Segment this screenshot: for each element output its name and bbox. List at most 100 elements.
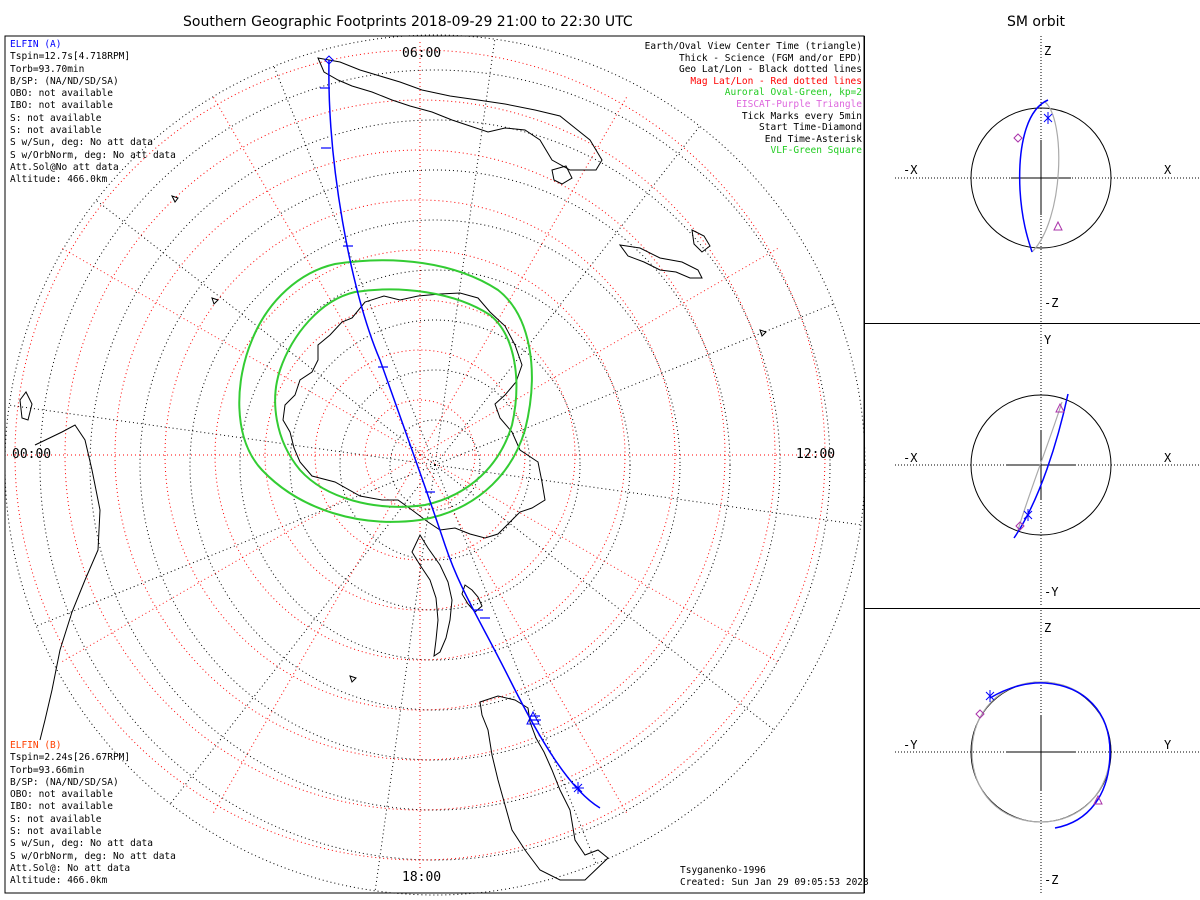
earth-circle [970, 394, 1112, 536]
map-label-bottom: 18:00 [402, 870, 442, 885]
start-diamond-marker [1015, 521, 1025, 531]
elfin-b-name: ELFIN (B) [10, 740, 62, 751]
grid-circle [64, 99, 776, 811]
antarctica-coast [282, 292, 546, 539]
start-diamond-marker [1013, 133, 1023, 143]
grid-spoke [419, 247, 780, 456]
coastlines [19, 57, 767, 881]
view-center-triangle [1093, 794, 1103, 805]
elfin-a-line: S w/OrbNorm, deg: No att data [10, 149, 176, 161]
panel-xy-left-label: -X [903, 451, 918, 465]
elfin-a-line: IBO: not available [10, 100, 113, 112]
orbit-shadow [1017, 401, 1063, 531]
legend-item: Tick Marks every 5min [741, 110, 862, 122]
grid-spoke [169, 464, 436, 805]
grid-circle [189, 219, 681, 711]
grid-spoke [434, 39, 496, 466]
grid-spoke [212, 95, 421, 456]
grid-circle [289, 319, 581, 611]
tierra-del-fuego-coast [461, 584, 483, 613]
grid-spoke [434, 125, 701, 466]
panel-xz-right-label: X [1164, 163, 1172, 177]
track-tick-marks [320, 87, 541, 721]
start-diamond-marker [975, 709, 985, 719]
small-island [211, 297, 219, 305]
grid-circle [4, 34, 866, 896]
map-label-left: 00:00 [12, 447, 52, 462]
panel-xz-top-label: Z [1044, 44, 1052, 58]
elfin-a-name: ELFIN (A) [10, 39, 62, 50]
grid-spoke [434, 464, 775, 731]
end-asterisk-marker [985, 690, 995, 702]
grid-spoke [95, 199, 436, 466]
elfin-b-line: Altitude: 466.0km [10, 875, 108, 887]
sm-orbit-panels [895, 36, 1200, 893]
new-zealand-north-coast [691, 229, 711, 253]
footer-created: Created: Sun Jan 29 09:05:53 2023 [680, 877, 869, 888]
grid-spoke [9, 404, 436, 466]
small-island [759, 329, 767, 337]
panel-xy-top-label: Y [1044, 333, 1052, 347]
elfin-b-line: OBO: not available [10, 789, 113, 801]
grid-spoke [60, 454, 421, 663]
end-asterisk-marker [572, 782, 584, 794]
grid-spoke [434, 464, 597, 864]
elfin-b-line: Tspin=2.24s[26.67RPM] [10, 752, 131, 764]
elfin-a-line: Altitude: 466.0km [10, 174, 108, 186]
legend-item: EISCAT-Purple Triangle [736, 98, 862, 110]
panel-yz-top-label: Z [1044, 621, 1052, 635]
panel-yz [895, 610, 1200, 893]
end-asterisk-marker [1043, 112, 1053, 124]
elfin-b-line: S w/Sun, deg: No att data [10, 838, 153, 850]
grid-spoke [374, 464, 436, 891]
panel-xz-bottom-label: -Z [1044, 296, 1059, 310]
panel-xz [895, 36, 1200, 323]
orbit-shadow [1031, 101, 1060, 253]
small-island [171, 195, 179, 203]
end-asterisk-marker [1023, 509, 1033, 521]
elfin-a-line: S: not available [10, 125, 102, 137]
map-title: Southern Geographic Footprints 2018-09-2… [183, 14, 633, 30]
panel-yz-right-label: Y [1164, 738, 1172, 752]
legend-item: End Time-Asterisk [764, 133, 862, 145]
panel-yz-bottom-label: -Z [1044, 873, 1059, 887]
new-zealand-coast [618, 244, 703, 279]
grid-spoke [419, 454, 780, 663]
satellite-track [328, 59, 601, 809]
elfin-b-line: S: not available [10, 826, 102, 838]
panel-xy [895, 325, 1200, 607]
panel-yz-left-label: -Y [903, 738, 918, 752]
elfin-b-line: S w/OrbNorm, deg: No att data [10, 850, 176, 862]
legend-item: Thick - Science (FGM and/or EPD) [678, 52, 862, 64]
legend-item: Mag Lat/Lon - Red dotted lines [690, 75, 862, 87]
elfin-a-line: Att.Sol@No att data [10, 161, 119, 173]
elfin-b-info: ELFIN (B) Tspin=2.24s[26.67RPM] Torb=93.… [10, 740, 176, 888]
track-markers [324, 55, 584, 794]
mag-grid-lines [5, 40, 835, 870]
madagascar-coast [19, 391, 33, 421]
legend-item: VLF-Green Square [770, 145, 862, 157]
auroral-oval-inner [274, 288, 518, 508]
panel-xy-right-label: X [1164, 451, 1172, 465]
panel-xz-left-label: -X [903, 163, 918, 177]
grid-spoke [273, 66, 436, 466]
elfin-a-line: Torb=93.70min [10, 63, 85, 75]
grid-spoke [434, 303, 834, 466]
grid-circle [89, 119, 781, 811]
auroral-oval [238, 259, 533, 523]
grid-circle [139, 169, 731, 761]
legend: Earth/Oval View Center Time (triangle) T… [645, 41, 862, 157]
sm-orbit-title: SM orbit [1007, 14, 1066, 30]
view-center-triangle [1053, 220, 1063, 231]
elfin-a-info: ELFIN (A) Tspin=12.7s[4.718RPM] Torb=93.… [10, 39, 176, 187]
elfin-a-line: OBO: not available [10, 88, 113, 100]
grid-circle [389, 419, 481, 511]
grid-circle [339, 369, 531, 561]
auroral-oval-outer [238, 259, 533, 523]
orbit-path [1018, 99, 1049, 253]
map-label-top: 06:00 [402, 46, 442, 61]
elfin-a-line: B/SP: (NA/ND/SD/SA) [10, 75, 119, 87]
elfin-a-line: Tspin=12.7s[4.718RPM] [10, 51, 131, 63]
africa-coast [34, 424, 101, 741]
elfin-b-line: IBO: not available [10, 801, 113, 813]
